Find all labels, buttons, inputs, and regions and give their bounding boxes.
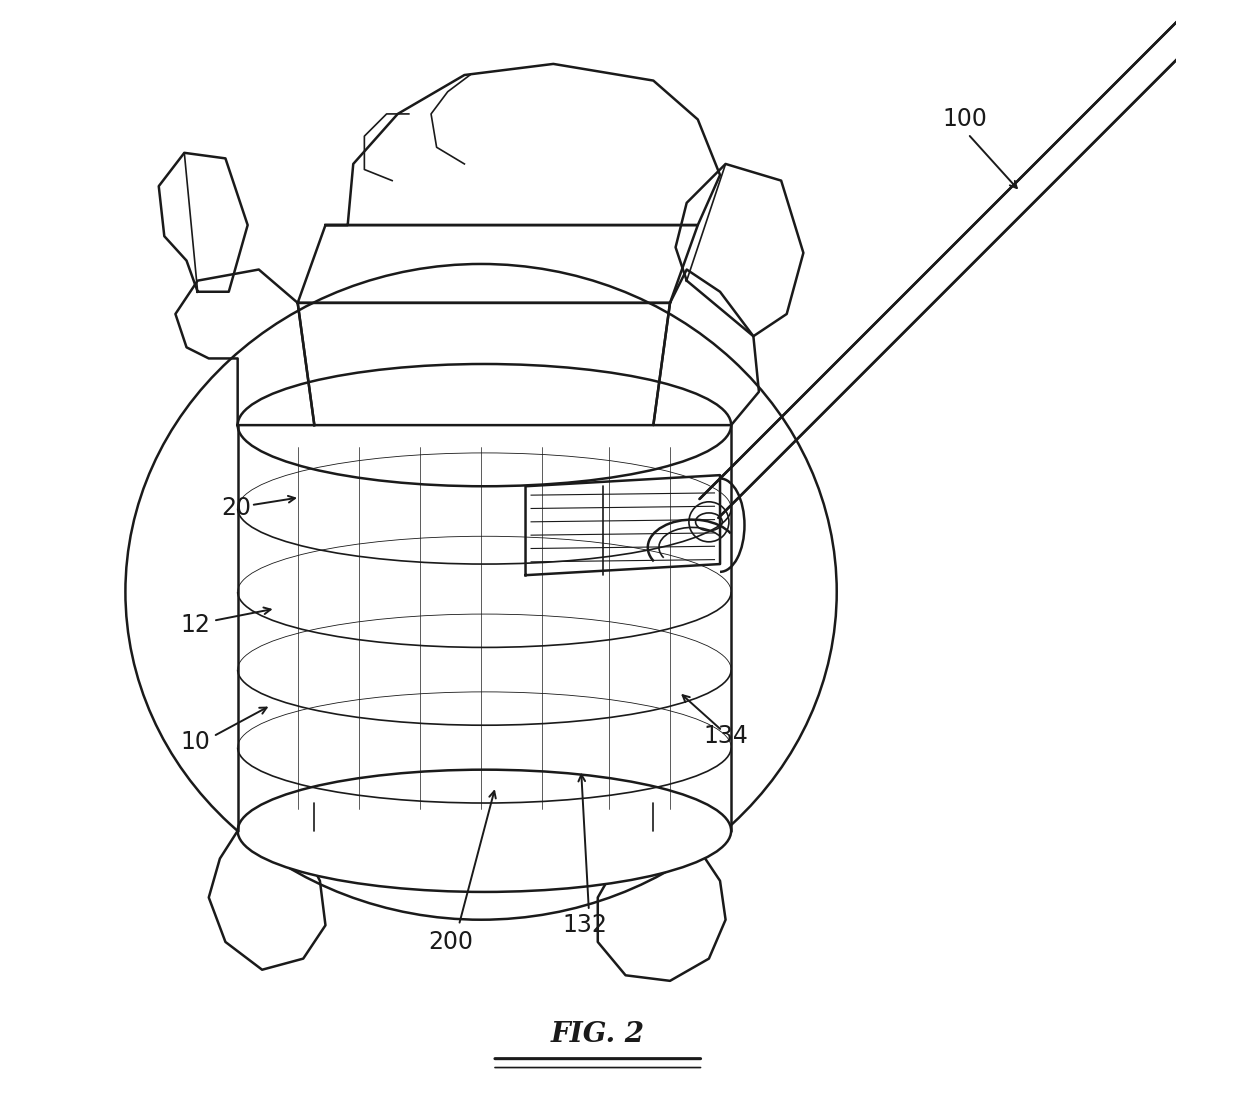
Ellipse shape xyxy=(238,770,732,892)
Text: 100: 100 xyxy=(942,107,987,132)
Ellipse shape xyxy=(238,364,732,486)
Text: 12: 12 xyxy=(181,613,211,637)
Text: FIG. 2: FIG. 2 xyxy=(551,1021,645,1048)
Text: 200: 200 xyxy=(429,930,474,954)
Text: 10: 10 xyxy=(181,729,211,754)
Text: 20: 20 xyxy=(222,496,252,521)
Text: 132: 132 xyxy=(562,914,606,937)
Text: 134: 134 xyxy=(703,724,748,748)
